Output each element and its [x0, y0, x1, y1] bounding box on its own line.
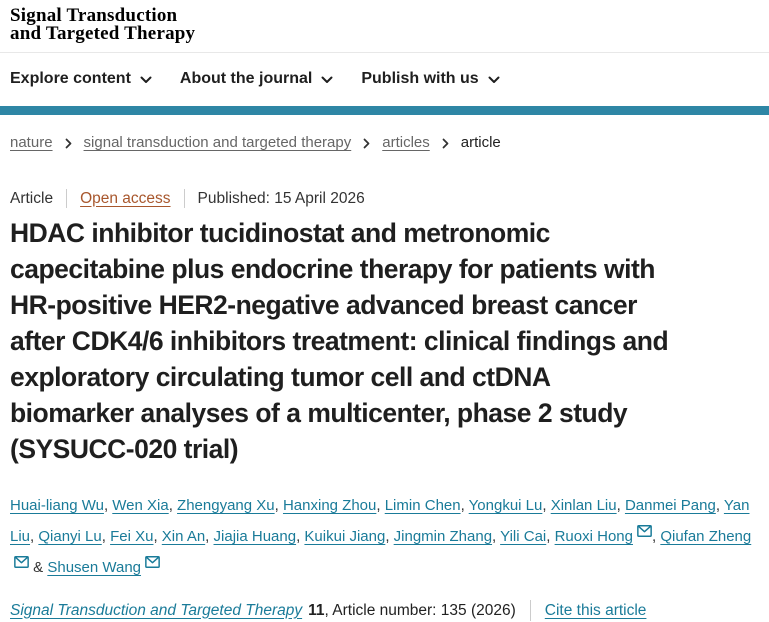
nav-item-about-the-journal[interactable]: About the journal: [180, 70, 333, 88]
page-header: Signal Transduction and Targeted Therapy: [0, 0, 769, 53]
nav-item-label: About the journal: [179, 70, 313, 87]
cite-this-article-link[interactable]: Cite this article: [544, 601, 647, 619]
journal-name-link[interactable]: Signal Transduction and Targeted Therapy: [10, 601, 303, 619]
author-link[interactable]: Wen Xia: [112, 497, 169, 514]
article-title: HDAC inhibitor tucidinostat and metronom…: [10, 218, 669, 464]
author-link[interactable]: Ruoxi Hong: [554, 528, 633, 545]
email-icon[interactable]: [637, 525, 652, 537]
nav-item-label: Explore content: [10, 70, 131, 87]
divider: [66, 189, 68, 208]
open-access-link[interactable]: Open access: [80, 189, 171, 207]
chevron-down-icon: [140, 76, 152, 83]
nav-item-publish-with-us[interactable]: Publish with us: [361, 70, 500, 88]
email-icon[interactable]: [14, 556, 29, 568]
divider: [183, 189, 185, 208]
chevron-down-icon: [488, 76, 500, 83]
author-link[interactable]: Shusen Wang: [47, 559, 142, 576]
author-link[interactable]: Xin An: [161, 528, 206, 545]
journal-accent-bar: [0, 106, 769, 115]
nav-item-explore-content[interactable]: Explore content: [10, 70, 152, 88]
author-link[interactable]: Yan Liu: [10, 497, 750, 545]
nav-item-label: Publish with us: [361, 70, 479, 87]
article-meta: Article Open access Published: 15 April …: [10, 189, 759, 208]
chevron-right-icon: [442, 138, 449, 149]
author-list: Huai-liang Wu, Wen Xia, Zhengyang Xu, Ha…: [10, 497, 752, 576]
author-link[interactable]: Yongkui Lu: [468, 497, 543, 514]
author-link[interactable]: Danmei Pang: [624, 497, 716, 514]
chevron-right-icon: [65, 138, 71, 149]
author-link[interactable]: Qiufan Zheng: [660, 528, 752, 545]
breadcrumb: nature signal transduction and targeted …: [10, 134, 759, 151]
breadcrumb-link-articles[interactable]: articles: [382, 134, 430, 151]
email-icon[interactable]: [145, 556, 160, 568]
article-number-text: , Article number: 135 (2026): [324, 601, 516, 619]
breadcrumb-current-article: article: [460, 134, 501, 151]
author-link[interactable]: Huai-liang Wu: [10, 497, 104, 514]
breadcrumb-link-journal[interactable]: signal transduction and targeted therapy: [83, 134, 352, 151]
author-link[interactable]: Limin Chen: [384, 497, 461, 514]
published-date: Published: 15 April 2026: [197, 189, 365, 207]
author-link[interactable]: Jingmin Zhang: [393, 528, 493, 545]
journal-logo[interactable]: Signal Transduction and Targeted Therapy: [10, 5, 196, 44]
author-link[interactable]: Jiajia Huang: [213, 528, 297, 545]
author-link[interactable]: Qianyi Lu: [38, 528, 102, 545]
author-link[interactable]: Zhengyang Xu: [177, 497, 275, 514]
author-link[interactable]: Hanxing Zhou: [282, 497, 377, 514]
chevron-right-icon: [363, 138, 370, 149]
breadcrumb-link-nature[interactable]: nature: [10, 134, 53, 151]
author-link[interactable]: Yili Cai: [500, 528, 547, 545]
author-link[interactable]: Fei Xu: [110, 528, 154, 545]
top-nav: Explore content About the journal Publis…: [0, 53, 769, 106]
divider: [529, 600, 531, 621]
author-link[interactable]: Kuikui Jiang: [304, 528, 386, 545]
author-link[interactable]: Xinlan Liu: [550, 497, 617, 514]
volume-number: 11: [308, 601, 325, 619]
chevron-down-icon: [321, 76, 333, 83]
article-type-label: Article: [10, 189, 54, 207]
journal-reference: Signal Transduction and Targeted Therapy…: [10, 600, 759, 621]
